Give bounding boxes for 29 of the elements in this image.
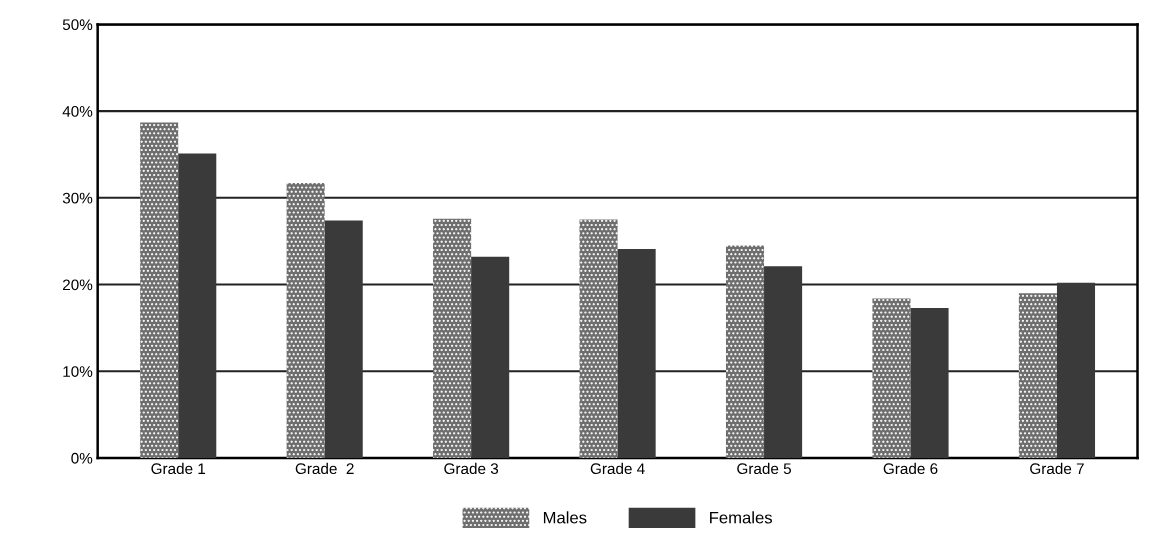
x-tick-label: Grade 7: [1030, 462, 1084, 475]
x-tick-label: Grade 4: [590, 462, 645, 475]
x-tick-label: Grade 2: [295, 462, 354, 475]
bar: [617, 248, 656, 458]
x-tick-label: Grade 3: [444, 462, 499, 475]
y-tick-label: 0%: [71, 452, 93, 464]
x-tick-label: Grade 5: [737, 462, 792, 475]
y-tick-label: 50%: [62, 19, 93, 31]
legend-label: Males: [543, 511, 587, 524]
bar: [286, 183, 325, 458]
bar: [1018, 293, 1057, 458]
bar: [579, 219, 618, 458]
bar: [872, 298, 911, 458]
bar: [433, 218, 472, 458]
bar: [178, 153, 217, 458]
y-tick-label: 30%: [62, 192, 93, 204]
y-tick-label: 10%: [63, 366, 93, 377]
bar: [140, 122, 179, 458]
bar: [725, 245, 765, 458]
x-tick-label: Grade 6: [883, 462, 938, 475]
bar: [324, 220, 363, 458]
bar: [1056, 282, 1096, 458]
x-tick-label: Grade 1: [151, 462, 206, 475]
y-tick-label: 40%: [62, 105, 93, 117]
y-tick-label: 20%: [63, 279, 93, 291]
bar: [764, 266, 803, 458]
legend-label: Females: [710, 511, 772, 524]
bar: [910, 307, 949, 458]
bar: [471, 256, 510, 458]
